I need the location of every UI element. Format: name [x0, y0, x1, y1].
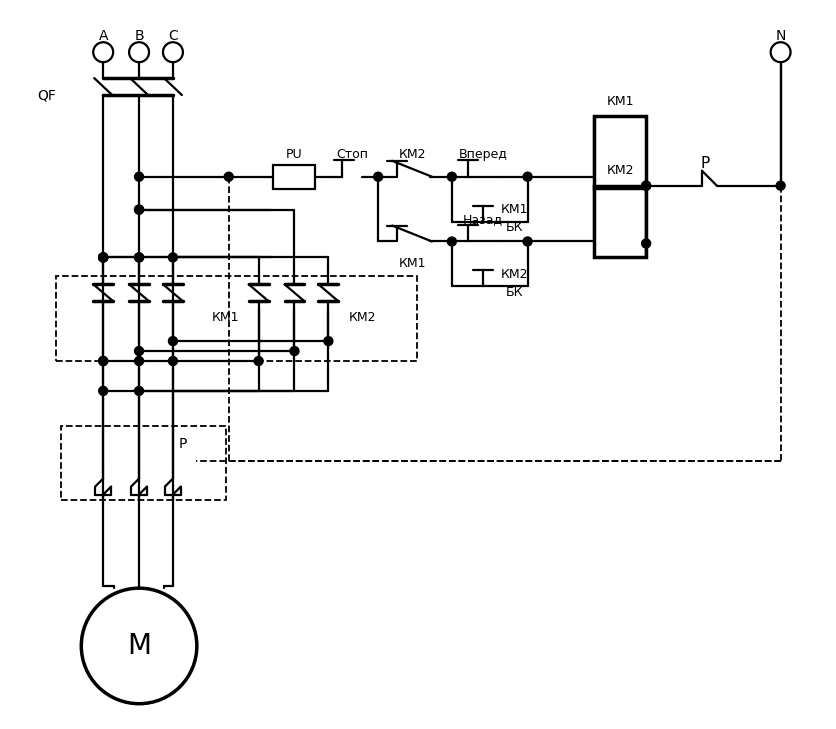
Circle shape [324, 337, 333, 346]
Circle shape [135, 386, 144, 395]
Circle shape [135, 346, 144, 356]
Circle shape [771, 42, 791, 62]
Circle shape [776, 182, 785, 190]
Circle shape [374, 172, 383, 182]
Circle shape [135, 205, 144, 214]
Circle shape [94, 42, 113, 62]
Text: В: В [135, 29, 144, 43]
Circle shape [99, 386, 108, 395]
Bar [273, 165, 315, 189]
Text: Р: Р [179, 437, 187, 451]
Circle shape [81, 588, 196, 703]
Bar [594, 186, 646, 257]
Bar [61, 426, 226, 501]
Text: Назад: Назад [462, 213, 502, 226]
Text: КМ2: КМ2 [606, 164, 634, 177]
Bar [594, 116, 646, 187]
Circle shape [290, 346, 299, 356]
Text: БК: БК [506, 221, 523, 234]
Text: КМ2: КМ2 [398, 148, 426, 161]
Circle shape [447, 172, 456, 182]
Circle shape [254, 356, 263, 365]
Circle shape [224, 172, 233, 182]
Text: QF: QF [37, 88, 56, 102]
Text: КМ2: КМ2 [349, 311, 376, 324]
Circle shape [99, 356, 108, 365]
Circle shape [135, 356, 144, 365]
Circle shape [99, 253, 108, 262]
Circle shape [99, 253, 108, 262]
Circle shape [642, 182, 650, 190]
Text: N: N [776, 29, 786, 43]
Circle shape [447, 237, 456, 246]
Text: БК: БК [506, 286, 523, 299]
Text: C: C [168, 29, 178, 43]
Text: КМ2: КМ2 [501, 268, 528, 281]
Circle shape [642, 182, 650, 190]
Text: КМ1: КМ1 [606, 95, 634, 107]
Circle shape [523, 172, 532, 182]
Circle shape [169, 337, 177, 346]
Bar [56, 276, 417, 361]
Circle shape [169, 356, 177, 365]
Text: КМ1: КМ1 [398, 257, 426, 270]
Circle shape [163, 42, 183, 62]
Circle shape [99, 356, 108, 365]
Text: Стоп: Стоп [336, 148, 368, 161]
Text: A: A [99, 29, 108, 43]
Circle shape [642, 239, 650, 248]
Circle shape [135, 253, 144, 262]
Circle shape [99, 253, 108, 262]
Text: Р: Р [701, 156, 710, 171]
Text: М: М [127, 632, 151, 660]
Circle shape [129, 42, 149, 62]
Text: КМ1: КМ1 [212, 311, 239, 324]
Text: Вперед: Вперед [458, 148, 507, 161]
Circle shape [523, 237, 532, 246]
Circle shape [135, 253, 144, 262]
Circle shape [169, 253, 177, 262]
Circle shape [135, 172, 144, 182]
Text: КМ1: КМ1 [501, 203, 528, 216]
Text: PU: PU [286, 148, 303, 161]
Circle shape [99, 253, 108, 262]
Circle shape [135, 205, 144, 214]
